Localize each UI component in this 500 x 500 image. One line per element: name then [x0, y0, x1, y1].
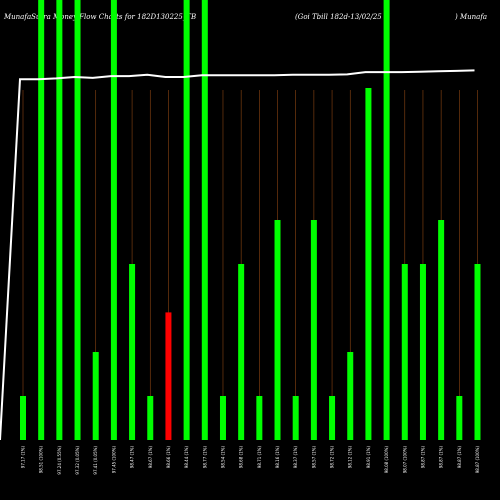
x-tick-label: 97.17 (1%): [21, 446, 26, 469]
bar: [474, 264, 481, 440]
x-tick-label: 98.37 (1%): [293, 446, 298, 469]
x-tick-label: 98.57 (1%): [311, 446, 316, 469]
x-tick-label: 98.87 (100%): [475, 446, 480, 474]
x-tick-label: 98.87 (1%): [439, 446, 444, 469]
x-tick-label: 98.91 (1%): [366, 446, 371, 469]
bar: [347, 352, 354, 440]
bar: [147, 396, 154, 440]
bar: [201, 0, 208, 440]
x-tick-label: 98.12 (1%): [348, 446, 353, 469]
bar: [92, 352, 99, 440]
chart-subtitle: (Goi Tbill 182d-13/02/25: [295, 13, 382, 21]
x-tick-label: 98.87 (1%): [457, 446, 462, 469]
bar: [310, 220, 317, 440]
bar: [165, 312, 172, 440]
bar: [238, 264, 245, 440]
bar: [456, 396, 463, 440]
bar: [38, 0, 45, 440]
series-line: [0, 69, 475, 441]
x-tick-label: 98.07 (100%): [402, 446, 407, 474]
x-tick-label: 97.24 (0.55%): [57, 446, 62, 475]
bar: [20, 396, 26, 440]
x-tick-label: 98.87 (1%): [420, 446, 425, 469]
x-tick-label: 98.54 (1%): [220, 446, 225, 469]
x-tick-label: 98.72 (1%): [330, 446, 335, 469]
bar: [438, 220, 445, 440]
x-tick-label: 97.45 (100%): [111, 446, 116, 474]
bar: [74, 0, 81, 440]
bar: [292, 396, 299, 440]
bar: [383, 0, 390, 440]
x-tick-label: 98.16 (1%): [275, 446, 280, 469]
bar: [401, 264, 408, 440]
x-tick-label: 98.66 (1%): [166, 446, 171, 469]
bar: [129, 264, 136, 440]
bar: [365, 88, 372, 440]
bar: [56, 0, 63, 440]
bar: [419, 264, 426, 440]
bar: [110, 0, 117, 440]
bar: [329, 396, 336, 440]
x-tick-label: 98.77 (1%): [202, 446, 207, 469]
chart-title-suffix: ) Munafa: [455, 13, 488, 21]
x-tick-label: 97.32 (0.05%): [75, 446, 80, 475]
x-tick-label: 98.68 (1%): [239, 446, 244, 469]
bar: [256, 396, 263, 440]
x-tick-label: 98.51 (100%): [39, 446, 44, 474]
x-tick-label: 97.41 (0.05%): [93, 446, 98, 475]
x-tick-label: 98.71 (1%): [257, 446, 262, 469]
x-tick-label: 98.44 (1%): [184, 446, 189, 469]
x-tick-label: 98.47 (1%): [130, 446, 135, 469]
chart-title: MunafaSutra Money Flow Charts for 182D13…: [4, 13, 197, 21]
bar: [219, 396, 226, 440]
x-tick-label: 98.08 (100%): [384, 446, 389, 474]
x-tick-label: 98.67 (1%): [148, 446, 153, 469]
bar: [274, 220, 281, 440]
bar: [183, 0, 190, 440]
